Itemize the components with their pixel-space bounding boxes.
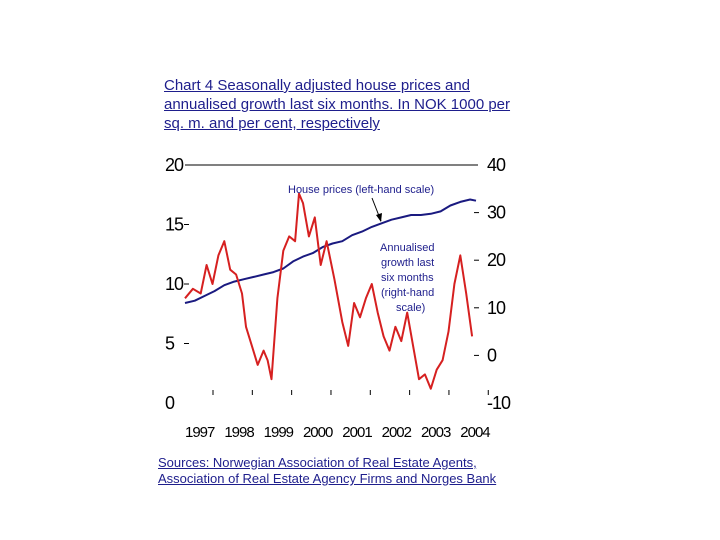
chart-title: Chart 4 Seasonally adjusted house prices…: [164, 77, 511, 132]
right-tick-label-20: 20: [487, 250, 506, 270]
x-tick-label-2000: 2000: [303, 424, 333, 441]
annotation-growth-line-1: Annualised: [380, 242, 434, 254]
ticks: 0 5 10 15 20 -10 0 10 20 30 40 1997 1998 1999 2000 2001…: [165, 155, 512, 441]
right-tick-label--10: -10: [487, 393, 511, 413]
x-tick-label-1999: 1999: [264, 424, 294, 441]
x-tick-label-2001: 2001: [342, 424, 372, 441]
annotation-growth-line-3: six months: [381, 272, 434, 284]
growth-line: [184, 192, 474, 390]
right-tick-label-0: 0: [487, 345, 497, 365]
sources-note: Sources: Norwegian Association of Real E…: [158, 455, 497, 486]
annotation-growth-line-5: scale): [396, 302, 425, 314]
x-tick-label-1997: 1997: [185, 424, 215, 441]
annotation-arrow-head: [376, 213, 382, 222]
annotation-growth-line-2: growth last: [381, 257, 434, 269]
x-tick-label-2002: 2002: [382, 424, 412, 441]
left-tick-label-15: 15: [165, 215, 184, 235]
x-tick-label-2004: 2004: [460, 424, 490, 441]
left-tick-label-20: 20: [165, 155, 184, 175]
x-tick-label-1998: 1998: [224, 424, 254, 441]
right-tick-label-40: 40: [487, 155, 506, 175]
annotation-house-prices: House prices (left-hand scale): [288, 184, 434, 196]
left-tick-label-10: 10: [165, 274, 184, 294]
right-tick-label-10: 10: [487, 298, 506, 318]
house-prices-line: [184, 198, 477, 304]
x-tick-label-2003: 2003: [421, 424, 451, 441]
annotation-growth-line-4: (right-hand: [381, 287, 434, 299]
right-tick-label-30: 30: [487, 203, 506, 223]
series: [184, 192, 477, 390]
left-tick-label-5: 5: [165, 334, 175, 354]
left-tick-label-0: 0: [165, 393, 175, 413]
annotations: House prices (left-hand scale) Annualised…: [288, 184, 434, 314]
